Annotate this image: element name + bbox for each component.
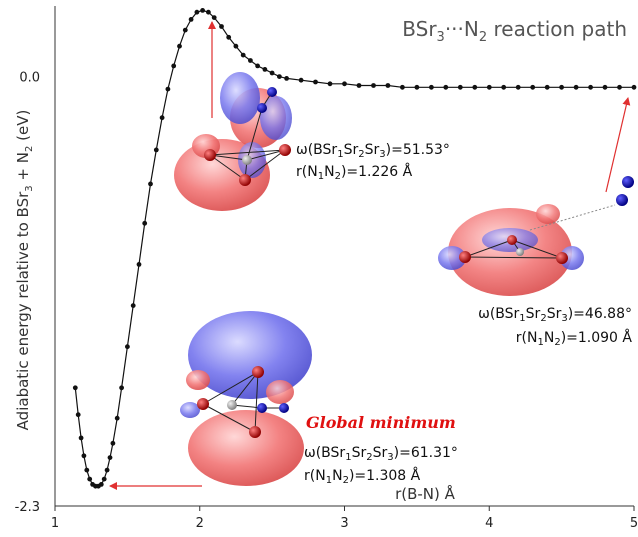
chart-title: BSr3···N2 reaction path bbox=[402, 17, 627, 45]
data-point bbox=[114, 415, 120, 421]
data-point bbox=[588, 84, 593, 90]
data-point bbox=[206, 9, 211, 15]
data-point bbox=[559, 84, 564, 90]
data-point bbox=[130, 303, 136, 308]
data-point bbox=[148, 181, 153, 187]
data-point bbox=[385, 83, 391, 88]
data-point bbox=[159, 115, 165, 121]
data-point bbox=[84, 467, 90, 473]
data-point bbox=[327, 81, 333, 87]
series-points bbox=[72, 7, 637, 489]
annotation-dissociated: ω(BSr1Sr2Sr3)=46.88° r(N1N2)=1.090 Å bbox=[478, 306, 632, 348]
minimum-distance-text: r(N1N2)=1.308 Å bbox=[304, 467, 421, 486]
y-tick-label: 0.0 bbox=[19, 71, 40, 86]
data-point bbox=[75, 412, 81, 418]
minimum-orbital-illustration bbox=[180, 311, 312, 486]
data-point bbox=[98, 482, 104, 487]
data-point bbox=[104, 467, 110, 473]
data-point bbox=[153, 147, 159, 153]
data-point bbox=[429, 84, 434, 90]
data-point bbox=[194, 9, 200, 15]
annotation-minimum: Global minimum ω(BSr1Sr2Sr3)=61.31° r(N1… bbox=[304, 413, 458, 486]
data-point bbox=[101, 476, 107, 482]
y-axis-label: Adiabatic energy relative to BSr3 + N2 (… bbox=[14, 110, 35, 431]
data-point bbox=[119, 385, 124, 391]
data-point bbox=[110, 440, 116, 446]
data-point bbox=[269, 70, 275, 76]
data-point bbox=[530, 84, 536, 90]
data-point bbox=[182, 27, 188, 33]
x-tick-label: 2 bbox=[196, 516, 204, 531]
ts-omega-text: ω(BSr1Sr2Sr3)=51.53° bbox=[296, 142, 450, 160]
data-point bbox=[107, 455, 113, 460]
y-tick-group: 0.0 -2.3 bbox=[15, 71, 40, 515]
x-tick-label: 5 bbox=[630, 516, 638, 531]
data-point bbox=[255, 63, 260, 69]
data-point bbox=[515, 84, 521, 90]
global-minimum-label: Global minimum bbox=[306, 413, 456, 432]
data-point bbox=[142, 220, 148, 226]
arrow-to-dissociated bbox=[605, 97, 631, 193]
data-point bbox=[81, 453, 87, 459]
data-point bbox=[177, 43, 182, 49]
data-point bbox=[284, 76, 289, 81]
data-point bbox=[400, 84, 405, 90]
x-axis-label: r(B-N) Å bbox=[395, 484, 456, 503]
data-point bbox=[472, 84, 478, 90]
data-point bbox=[188, 17, 194, 22]
data-point bbox=[501, 84, 507, 90]
data-point bbox=[136, 262, 142, 267]
x-tick-group: 1 2 3 4 5 bbox=[51, 506, 638, 531]
data-point bbox=[371, 83, 376, 88]
data-point bbox=[631, 84, 637, 90]
data-point bbox=[248, 58, 253, 63]
annotation-ts: ω(BSr1Sr2Sr3)=51.53° r(N1N2)=1.226 Å bbox=[296, 142, 450, 182]
data-point bbox=[356, 83, 362, 88]
dissociated-omega-text: ω(BSr1Sr2Sr3)=46.88° bbox=[478, 306, 632, 324]
data-point bbox=[617, 84, 622, 90]
data-point bbox=[219, 24, 224, 29]
data-point bbox=[240, 52, 246, 58]
data-point bbox=[200, 7, 206, 13]
data-point bbox=[87, 476, 93, 482]
data-point bbox=[298, 77, 304, 83]
data-point bbox=[544, 84, 550, 90]
data-point bbox=[125, 344, 130, 350]
data-point bbox=[313, 79, 318, 85]
data-point bbox=[171, 63, 177, 69]
data-point bbox=[342, 81, 347, 87]
x-tick-label: 3 bbox=[340, 516, 348, 531]
data-point bbox=[457, 84, 463, 90]
data-point bbox=[233, 43, 239, 49]
data-point bbox=[72, 385, 78, 391]
dissociated-orbital-illustration bbox=[438, 176, 634, 296]
data-point bbox=[573, 84, 579, 90]
data-point bbox=[414, 84, 420, 90]
dissociated-distance-text: r(N1N2)=1.090 Å bbox=[516, 329, 633, 348]
y-tick-label: -2.3 bbox=[15, 500, 40, 515]
data-point bbox=[277, 74, 282, 79]
data-point bbox=[78, 435, 84, 441]
x-tick-label: 1 bbox=[51, 516, 59, 531]
data-point bbox=[211, 15, 217, 20]
x-tick-label: 4 bbox=[485, 516, 493, 531]
ts-orbital-illustration bbox=[174, 72, 292, 211]
data-point bbox=[262, 67, 268, 72]
ts-distance-text: r(N1N2)=1.226 Å bbox=[296, 163, 413, 182]
data-point bbox=[602, 84, 608, 90]
minimum-omega-text: ω(BSr1Sr2Sr3)=61.31° bbox=[304, 445, 458, 463]
data-point bbox=[443, 84, 449, 90]
data-point bbox=[486, 84, 492, 90]
data-point bbox=[226, 34, 232, 40]
data-point bbox=[165, 86, 171, 92]
